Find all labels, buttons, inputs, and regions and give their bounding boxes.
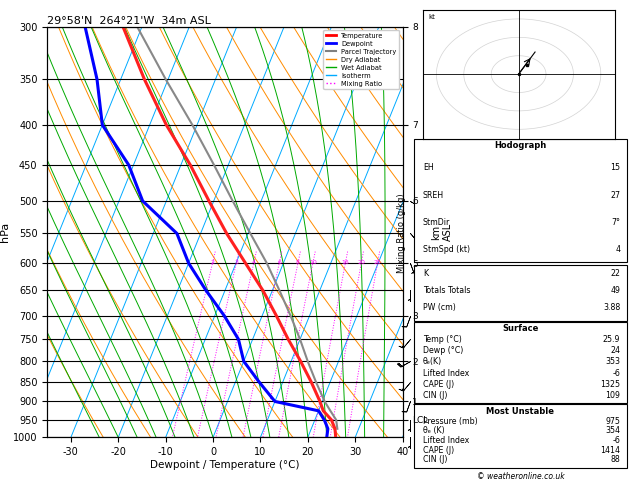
Legend: Temperature, Dewpoint, Parcel Trajectory, Dry Adiabat, Wet Adiabat, Isotherm, Mi: Temperature, Dewpoint, Parcel Trajectory… — [323, 30, 399, 89]
Text: EH: EH — [423, 163, 433, 173]
Text: 24: 24 — [610, 346, 620, 355]
Text: Temp (°C): Temp (°C) — [423, 335, 462, 344]
Text: StmDir: StmDir — [423, 218, 450, 227]
Text: CIN (J): CIN (J) — [423, 455, 447, 465]
Text: 49: 49 — [611, 286, 620, 295]
X-axis label: Dewpoint / Temperature (°C): Dewpoint / Temperature (°C) — [150, 460, 299, 470]
Text: 6: 6 — [277, 260, 281, 265]
Text: -6: -6 — [613, 368, 620, 378]
Text: 25.9: 25.9 — [603, 335, 620, 344]
Text: 25: 25 — [374, 260, 381, 265]
Text: Pressure (mb): Pressure (mb) — [423, 417, 477, 426]
Text: θₑ(K): θₑ(K) — [423, 357, 442, 366]
Text: 88: 88 — [611, 455, 620, 465]
Text: Lifted Index: Lifted Index — [423, 368, 469, 378]
Text: K: K — [423, 269, 428, 278]
Text: Most Unstable: Most Unstable — [486, 407, 555, 416]
Text: StmSpd (kt): StmSpd (kt) — [423, 245, 470, 255]
Bar — [414, 322, 627, 403]
Y-axis label: km
ASL: km ASL — [431, 223, 453, 241]
Text: Surface: Surface — [503, 324, 538, 333]
Text: 3: 3 — [234, 260, 238, 265]
Text: 10: 10 — [309, 260, 317, 265]
Text: 22: 22 — [610, 269, 620, 278]
Bar — [414, 139, 627, 262]
Text: 15: 15 — [610, 163, 620, 173]
Text: 1414: 1414 — [600, 446, 620, 455]
Text: 27: 27 — [610, 191, 620, 200]
Text: CAPE (J): CAPE (J) — [423, 380, 454, 389]
Text: 353: 353 — [605, 357, 620, 366]
Text: 3.88: 3.88 — [603, 303, 620, 312]
Text: Lifted Index: Lifted Index — [423, 436, 469, 445]
Text: θₑ (K): θₑ (K) — [423, 426, 445, 435]
Text: SREH: SREH — [423, 191, 444, 200]
Text: 06.06.2024  18GMT  (Base: 18): 06.06.2024 18GMT (Base: 18) — [436, 11, 605, 21]
Bar — [414, 265, 627, 321]
Text: Totals Totals: Totals Totals — [423, 286, 470, 295]
Text: 7°: 7° — [611, 218, 620, 227]
Text: -6: -6 — [613, 436, 620, 445]
Text: Mixing Ratio (g/kg): Mixing Ratio (g/kg) — [397, 193, 406, 273]
Text: 2: 2 — [211, 260, 214, 265]
Text: kt: kt — [428, 14, 435, 20]
Text: 4: 4 — [252, 260, 256, 265]
Text: © weatheronline.co.uk: © weatheronline.co.uk — [477, 472, 564, 481]
Text: 109: 109 — [606, 391, 620, 400]
Text: PW (cm): PW (cm) — [423, 303, 455, 312]
Text: 20: 20 — [357, 260, 365, 265]
Text: 975: 975 — [606, 417, 620, 426]
Text: Dewp (°C): Dewp (°C) — [423, 346, 463, 355]
Text: CIN (J): CIN (J) — [423, 391, 447, 400]
Text: Hodograph: Hodograph — [494, 141, 547, 150]
Y-axis label: hPa: hPa — [0, 222, 10, 242]
Text: 8: 8 — [296, 260, 300, 265]
Text: 4: 4 — [615, 245, 620, 255]
Text: 1325: 1325 — [600, 380, 620, 389]
Text: 29°58'N  264°21'W  34m ASL: 29°58'N 264°21'W 34m ASL — [47, 16, 211, 26]
Text: 16: 16 — [342, 260, 349, 265]
Bar — [414, 404, 627, 468]
Text: 354: 354 — [605, 426, 620, 435]
Text: CAPE (J): CAPE (J) — [423, 446, 454, 455]
